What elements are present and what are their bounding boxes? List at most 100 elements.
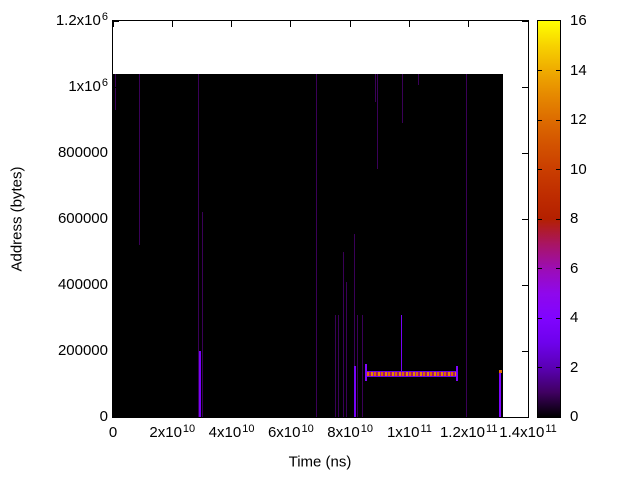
- x-tick-label: 1x1011: [387, 423, 432, 443]
- y-tick: [522, 218, 528, 220]
- colorbar-tick-label: 12: [570, 111, 587, 128]
- y-tick-label: 400000: [0, 276, 108, 294]
- y-tick-label: 200000: [0, 342, 108, 360]
- heatmap-vline: [353, 365, 356, 417]
- y-tick: [522, 152, 528, 154]
- x-tick: [113, 21, 114, 27]
- x-tick-label-base: 4x10: [208, 424, 242, 441]
- y-tick-label: 800000: [0, 144, 108, 162]
- heatmap-vline: [337, 314, 339, 417]
- heatmap-vline: [499, 372, 502, 417]
- x-tick: [113, 411, 114, 417]
- y-tick: [522, 21, 528, 22]
- x-tick: [231, 21, 233, 27]
- colorbar-tick: [556, 70, 560, 71]
- x-tick: [290, 411, 292, 417]
- y-tick: [522, 284, 528, 286]
- colorbar-tick: [556, 367, 560, 368]
- x-tick-label-exp: 10: [242, 423, 255, 435]
- x-tick-label: 1.2x1011: [440, 423, 498, 443]
- x-tick-label-exp: 10: [360, 423, 374, 435]
- y-tick: [113, 86, 119, 88]
- x-axis-title-text: Time (ns): [288, 453, 352, 471]
- y-tick: [113, 350, 119, 352]
- colorbar-tick: [538, 367, 542, 368]
- x-tick-label: 0: [109, 424, 117, 442]
- y-tick: [113, 21, 119, 22]
- colorbar-tick: [556, 317, 560, 319]
- heatmap-vline: [335, 314, 337, 417]
- y-tick-label-base: 200000: [57, 342, 108, 359]
- x-axis-title: Time (ns): [289, 454, 352, 471]
- x-tick: [171, 21, 173, 27]
- x-tick-label: 1.4x1011: [499, 423, 557, 443]
- x-tick-label-exp: 11: [545, 423, 557, 435]
- colorbar-tick-label: 6: [570, 259, 579, 277]
- heatmap-vline: [402, 73, 404, 124]
- y-tick: [113, 284, 119, 286]
- heatmap-vline: [199, 351, 202, 417]
- y-tick: [113, 416, 119, 417]
- heatmap-vline: [346, 281, 348, 417]
- heatmap-vline: [357, 314, 359, 417]
- heatmap-vline: [316, 73, 318, 417]
- x-tick: [171, 411, 173, 417]
- heatmap-hline: [367, 371, 456, 378]
- x-tick: [408, 21, 410, 27]
- y-tick-label-exp: 6: [101, 77, 108, 89]
- x-tick: [231, 411, 233, 417]
- x-tick-label-exp: 11: [486, 423, 498, 435]
- x-tick-label-exp: 10: [301, 423, 314, 435]
- y-tick: [522, 86, 528, 88]
- heatmap-vline: [198, 73, 200, 417]
- heatmap-vline: [115, 73, 117, 111]
- colorbar-tick: [538, 119, 542, 121]
- y-tick-label-base: 0: [99, 408, 108, 425]
- colorbar-tick-label: 0: [570, 408, 579, 425]
- y-tick-label-base: 800000: [57, 144, 108, 161]
- x-tick-label: 8x1010: [327, 423, 374, 443]
- colorbar-tick-label: 8: [570, 210, 579, 227]
- y-tick-label: 1x106: [0, 77, 108, 97]
- heatmap-vline: [342, 252, 344, 417]
- y-tick-label-exp: 6: [101, 11, 108, 23]
- plot-area: [113, 21, 528, 417]
- heatmap-data-region: [113, 73, 504, 417]
- heatmap-vline: [374, 73, 376, 102]
- x-tick-label-base: 8x10: [327, 424, 360, 441]
- heatmap-vline: [455, 365, 458, 381]
- colorbar-tick: [538, 268, 542, 269]
- x-tick-label: 4x1010: [208, 423, 255, 443]
- y-tick-label: 1.2x106: [0, 11, 108, 31]
- heatmap-vline: [400, 314, 402, 375]
- heatmap-vline: [377, 73, 379, 170]
- y-tick-label: 600000: [0, 210, 108, 228]
- colorbar-tick-label: 10: [570, 160, 587, 178]
- y-tick: [113, 152, 119, 154]
- x-tick-label-exp: 11: [420, 423, 432, 435]
- x-tick: [349, 411, 351, 417]
- colorbar-tick-label: 14: [570, 61, 587, 79]
- y-tick-label-base: 1x10: [68, 78, 101, 95]
- x-tick: [408, 411, 410, 417]
- x-tick: [349, 21, 351, 27]
- colorbar-tick-label: 2: [570, 358, 579, 376]
- x-tick: [290, 21, 292, 27]
- x-tick: [527, 411, 528, 417]
- x-tick: [527, 21, 528, 27]
- y-tick-label-base: 600000: [57, 210, 108, 227]
- heatmap-vline: [362, 314, 364, 417]
- colorbar: [538, 21, 560, 417]
- heatmap-dot: [498, 369, 502, 373]
- y-tick: [522, 416, 528, 417]
- x-tick-label: 2x1010: [149, 423, 195, 443]
- y-tick-label: 0: [0, 408, 108, 426]
- x-tick-label-base: 1.4x10: [499, 424, 545, 441]
- x-tick: [468, 21, 470, 27]
- colorbar-tick: [538, 169, 542, 170]
- colorbar-tick: [538, 317, 542, 319]
- colorbar-tick: [556, 169, 560, 170]
- colorbar-tick: [538, 218, 542, 220]
- colorbar-tick: [556, 218, 560, 220]
